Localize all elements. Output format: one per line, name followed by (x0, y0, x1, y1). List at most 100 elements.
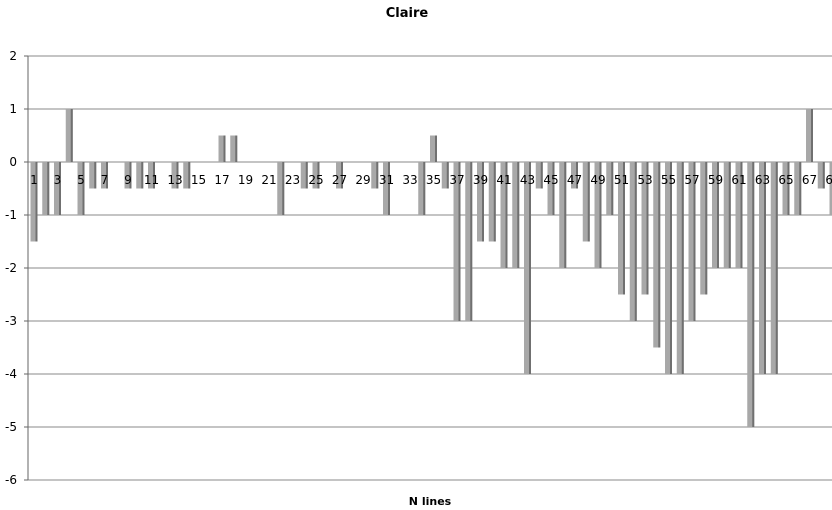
bar-face (641, 162, 649, 295)
bar (54, 162, 61, 215)
bar (524, 162, 531, 374)
bar (230, 135, 238, 162)
bar-face (453, 162, 461, 321)
bar (371, 162, 379, 189)
bar (465, 162, 473, 321)
bar-shade (811, 109, 813, 162)
bar-face (42, 162, 50, 215)
x-tick-label: 57 (684, 173, 699, 187)
x-tick-label: 13 (167, 173, 182, 187)
bar (42, 162, 50, 215)
bar-face (277, 162, 285, 215)
bar (535, 162, 543, 189)
bar-shade (47, 162, 50, 215)
bar-face (65, 109, 73, 162)
bar (735, 162, 743, 268)
bar-face (806, 109, 813, 162)
bar (747, 162, 755, 427)
bar-shade (599, 162, 602, 268)
bar (183, 162, 191, 189)
x-tick-label: 59 (708, 173, 723, 187)
bar-shade (35, 162, 38, 242)
bar-shade (822, 162, 825, 189)
bar (641, 162, 649, 295)
bar-shade (752, 162, 755, 427)
bar (101, 162, 108, 189)
x-tick-label: 39 (473, 173, 488, 187)
x-tick-label: 55 (661, 173, 676, 187)
bar (383, 162, 390, 215)
bar-shade (305, 162, 308, 189)
bar-face (700, 162, 708, 295)
bar-shade (82, 162, 85, 215)
bar-face (829, 162, 832, 215)
bar-shade (517, 162, 520, 268)
gridlines (24, 55, 832, 481)
bar (770, 162, 778, 374)
bar (89, 162, 97, 189)
y-tick-label: 2 (9, 49, 17, 63)
bar (453, 162, 461, 321)
bar (817, 162, 825, 189)
bar (218, 135, 226, 162)
bar-shade (376, 162, 379, 189)
bar-shade (505, 162, 508, 268)
x-tick-label: 27 (332, 173, 347, 187)
bar-shade (717, 162, 719, 268)
x-tick-label: 43 (520, 173, 535, 187)
x-tick-label: 17 (214, 173, 229, 187)
x-tick-label: 35 (426, 173, 441, 187)
bar (300, 162, 308, 189)
bar-face (571, 162, 578, 189)
bar-shade (188, 162, 191, 189)
bar-face (759, 162, 766, 374)
bar (136, 162, 144, 189)
bar-shade (564, 162, 567, 268)
x-tick-label: 29 (355, 173, 370, 187)
bar-face (183, 162, 191, 189)
bar-face (430, 135, 437, 162)
x-tick-label: 31 (379, 173, 394, 187)
bar-face (712, 162, 719, 268)
y-tick-label: -4 (5, 367, 17, 381)
bar-face (653, 162, 661, 348)
x-tick-label: 9 (124, 173, 132, 187)
y-tick-label: -2 (5, 261, 17, 275)
bar-shade (552, 162, 555, 215)
bar-face (54, 162, 61, 215)
bar-shade (623, 162, 625, 295)
bar-shade (106, 162, 108, 189)
bar (794, 162, 802, 215)
bar-shade (223, 135, 226, 162)
x-tick-label: 45 (543, 173, 558, 187)
bar-face (606, 162, 614, 215)
bar-shade (141, 162, 144, 189)
bar (441, 162, 449, 189)
bar (418, 162, 426, 215)
bar (30, 162, 38, 242)
bar (582, 162, 590, 242)
x-tick-label: 33 (402, 173, 417, 187)
x-tick-label: 61 (731, 173, 746, 187)
x-tick-label: 3 (54, 173, 62, 187)
bar (65, 109, 73, 162)
x-tick-label: 11 (144, 173, 159, 187)
bar-shade (529, 162, 531, 374)
bar-face (817, 162, 825, 189)
x-tick-label: 53 (637, 173, 652, 187)
bar (606, 162, 614, 215)
bar-face (665, 162, 672, 374)
bar-shade (540, 162, 543, 189)
y-tick-label: -5 (5, 420, 17, 434)
bar-shade (153, 162, 155, 189)
bar (336, 162, 343, 189)
bar-face (594, 162, 602, 268)
bar (547, 162, 555, 215)
bar-face (559, 162, 567, 268)
bar-face (371, 162, 379, 189)
bar-face (747, 162, 755, 427)
x-tick-label: 69 (825, 173, 832, 187)
bar (700, 162, 708, 295)
bar-face (418, 162, 426, 215)
bar-shade (70, 109, 73, 162)
